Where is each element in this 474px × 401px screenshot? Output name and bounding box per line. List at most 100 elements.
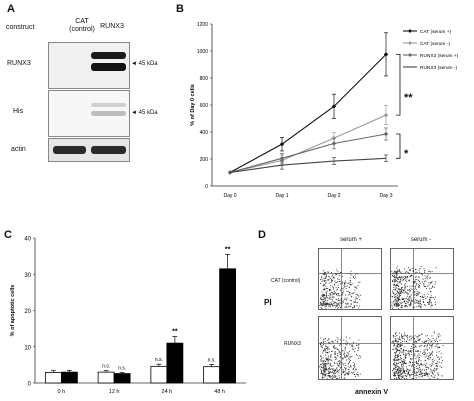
flow-dot — [400, 286, 402, 288]
flow-dot — [412, 307, 414, 309]
flow-dot — [346, 342, 348, 344]
flow-dot — [412, 364, 414, 365]
flow-dot — [321, 342, 322, 343]
flow-dot — [417, 363, 418, 365]
flow-dot — [406, 306, 408, 308]
flow-dot — [343, 354, 345, 356]
flow-dot — [320, 307, 322, 309]
flow-dot — [431, 372, 433, 374]
flow-dot — [337, 303, 339, 305]
flow-dot — [338, 298, 339, 300]
flow-dot — [341, 288, 343, 289]
flow-dot — [426, 373, 428, 375]
flow-dot — [414, 371, 415, 373]
band-his-upper — [91, 103, 126, 107]
flow-dot — [424, 373, 426, 375]
flow-dot — [400, 367, 402, 369]
legend-marker — [408, 53, 412, 57]
flow-dot — [324, 288, 326, 290]
flow-dot — [393, 363, 395, 364]
flow-dot — [396, 345, 398, 346]
flow-dot — [325, 300, 327, 302]
flow-dot — [402, 340, 403, 342]
flow-dot — [420, 307, 422, 309]
flow-dot — [400, 347, 402, 349]
flow-dot — [324, 304, 326, 306]
flow-dot — [414, 291, 416, 293]
flow-dot — [395, 362, 397, 364]
flow-dot — [398, 285, 400, 287]
flow-dot — [404, 375, 406, 376]
flow-dot — [429, 364, 431, 366]
flow-dot — [404, 360, 406, 362]
flow-dot — [422, 301, 424, 302]
flow-dot — [335, 287, 337, 289]
flow-dot — [414, 340, 416, 342]
flow-dot — [396, 275, 398, 277]
flow-dot — [405, 366, 407, 368]
flow-dot — [329, 289, 331, 291]
flow-dot — [323, 374, 325, 376]
flow-dot — [323, 301, 325, 303]
flow-dot — [428, 298, 430, 300]
flow-dot — [395, 288, 397, 290]
flow-dot — [327, 349, 329, 351]
flow-dot — [405, 356, 406, 358]
flow-dot — [404, 278, 406, 279]
flow-dot — [424, 286, 426, 288]
flow-dot — [340, 354, 342, 356]
flow-dot — [344, 363, 346, 364]
flow-dot — [337, 284, 339, 286]
flow-dot — [393, 372, 395, 374]
flow-dot — [423, 297, 425, 298]
flow-dot — [337, 349, 339, 351]
flow-dot — [341, 294, 343, 296]
flow-dot — [404, 334, 406, 336]
flow-dots — [391, 331, 444, 379]
flow-dot — [324, 363, 326, 365]
flow-dot — [395, 367, 396, 369]
flow-dot — [416, 299, 418, 301]
flow-dot — [345, 298, 347, 300]
flow-dot — [345, 340, 347, 342]
blot-row-label-actin: actin — [11, 146, 26, 153]
flow-dot — [335, 294, 337, 296]
flow-dot — [346, 354, 348, 356]
flow-dot — [403, 301, 405, 303]
flow-dot — [324, 362, 326, 364]
flow-dot — [332, 347, 334, 349]
flow-dot — [339, 280, 341, 282]
flow-dot — [410, 301, 412, 303]
flow-dot — [410, 297, 412, 299]
flow-dot — [334, 347, 336, 349]
flow-dot — [425, 286, 427, 288]
flow-dot — [416, 356, 418, 358]
flow-dot — [327, 373, 329, 375]
flow-dot — [419, 373, 421, 375]
flow-dot — [395, 299, 397, 301]
flow-dot — [429, 378, 431, 379]
flow-dot — [345, 286, 347, 288]
flow-dot — [415, 294, 417, 296]
flow-dot — [427, 285, 429, 287]
flow-dot — [401, 298, 403, 300]
legend-marker — [408, 29, 412, 33]
flow-dot — [338, 370, 340, 372]
flow-dot — [426, 355, 428, 357]
flow-dot — [324, 306, 326, 307]
flow-dot — [425, 365, 426, 367]
flow-dot — [347, 372, 349, 374]
flow-dot — [357, 346, 359, 348]
flow-dot — [418, 286, 420, 288]
flow-dot — [327, 369, 329, 371]
flow-dot — [414, 361, 416, 363]
flow-dot — [404, 301, 405, 303]
flow-dot — [395, 340, 397, 342]
flow-dot — [438, 374, 439, 376]
flow-dot — [401, 372, 403, 374]
flow-dot — [344, 369, 346, 371]
flow-dot — [399, 351, 401, 353]
flow-dot — [397, 370, 399, 372]
flow-dot — [401, 333, 403, 335]
flow-dot — [339, 343, 341, 345]
